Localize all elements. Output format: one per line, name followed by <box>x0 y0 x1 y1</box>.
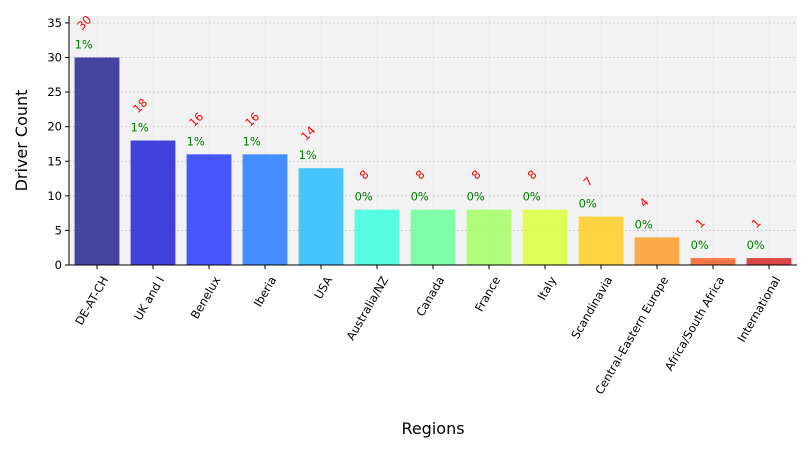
x-tick-label: International <box>734 274 783 345</box>
y-tick-label: 0 <box>55 258 62 272</box>
bar-percent-label: 0% <box>579 197 597 211</box>
bar-percent-label: 0% <box>467 190 485 204</box>
y-tick-label: 25 <box>47 85 62 99</box>
bar-scandinavia <box>578 216 624 265</box>
y-tick-label: 5 <box>55 223 62 237</box>
x-tick-label: USA <box>311 274 335 302</box>
bar-international <box>746 258 792 265</box>
x-tick-label: UK and I <box>131 274 167 323</box>
bar-percent-label: 0% <box>691 238 709 252</box>
bar-france <box>466 209 512 265</box>
bar-percent-label: 0% <box>635 217 653 231</box>
x-tick-label: Canada <box>413 274 447 319</box>
bars <box>74 57 792 265</box>
y-tick-label: 15 <box>47 154 62 168</box>
x-tick-label: Africa/South Africa <box>662 274 727 373</box>
bar-africa-south-africa <box>690 258 736 265</box>
y-tick-label: 35 <box>47 16 62 30</box>
x-tick-label: Italy <box>535 274 560 303</box>
bar-percent-label: 1% <box>75 38 93 52</box>
bar-italy <box>522 209 568 265</box>
x-tick-label: Iberia <box>251 274 279 309</box>
bar-percent-label: 1% <box>299 148 317 162</box>
y-tick-label: 30 <box>47 51 62 65</box>
bar-benelux <box>186 154 232 265</box>
bar-percent-label: 1% <box>131 121 149 135</box>
bar-percent-label: 1% <box>243 134 261 148</box>
x-tick-label: Australia/NZ <box>343 274 391 343</box>
y-tick-label: 10 <box>47 189 62 203</box>
x-tick-label: DE-AT-CH <box>72 274 111 328</box>
bar-australia-nz <box>354 209 400 265</box>
x-tick-label: Benelux <box>188 274 224 322</box>
bar-central-eastern-europe <box>634 237 680 265</box>
y-axis-label: Driver Count <box>12 90 31 192</box>
x-tick-label: France <box>472 274 503 314</box>
bar-percent-label: 0% <box>411 190 429 204</box>
x-axis-label: Regions <box>401 419 464 438</box>
y-tick-label: 20 <box>47 120 62 134</box>
bar-percent-label: 0% <box>355 190 373 204</box>
bar-percent-label: 0% <box>523 190 541 204</box>
x-tick-label: Scandinavia <box>568 274 615 341</box>
bar-canada <box>410 209 456 265</box>
bar-percent-label: 1% <box>187 134 205 148</box>
bar-de-at-ch <box>74 57 120 265</box>
bar-iberia <box>242 154 288 265</box>
bar-uk-and-i <box>130 140 176 265</box>
bar-usa <box>298 168 344 265</box>
bar-percent-label: 0% <box>747 238 765 252</box>
